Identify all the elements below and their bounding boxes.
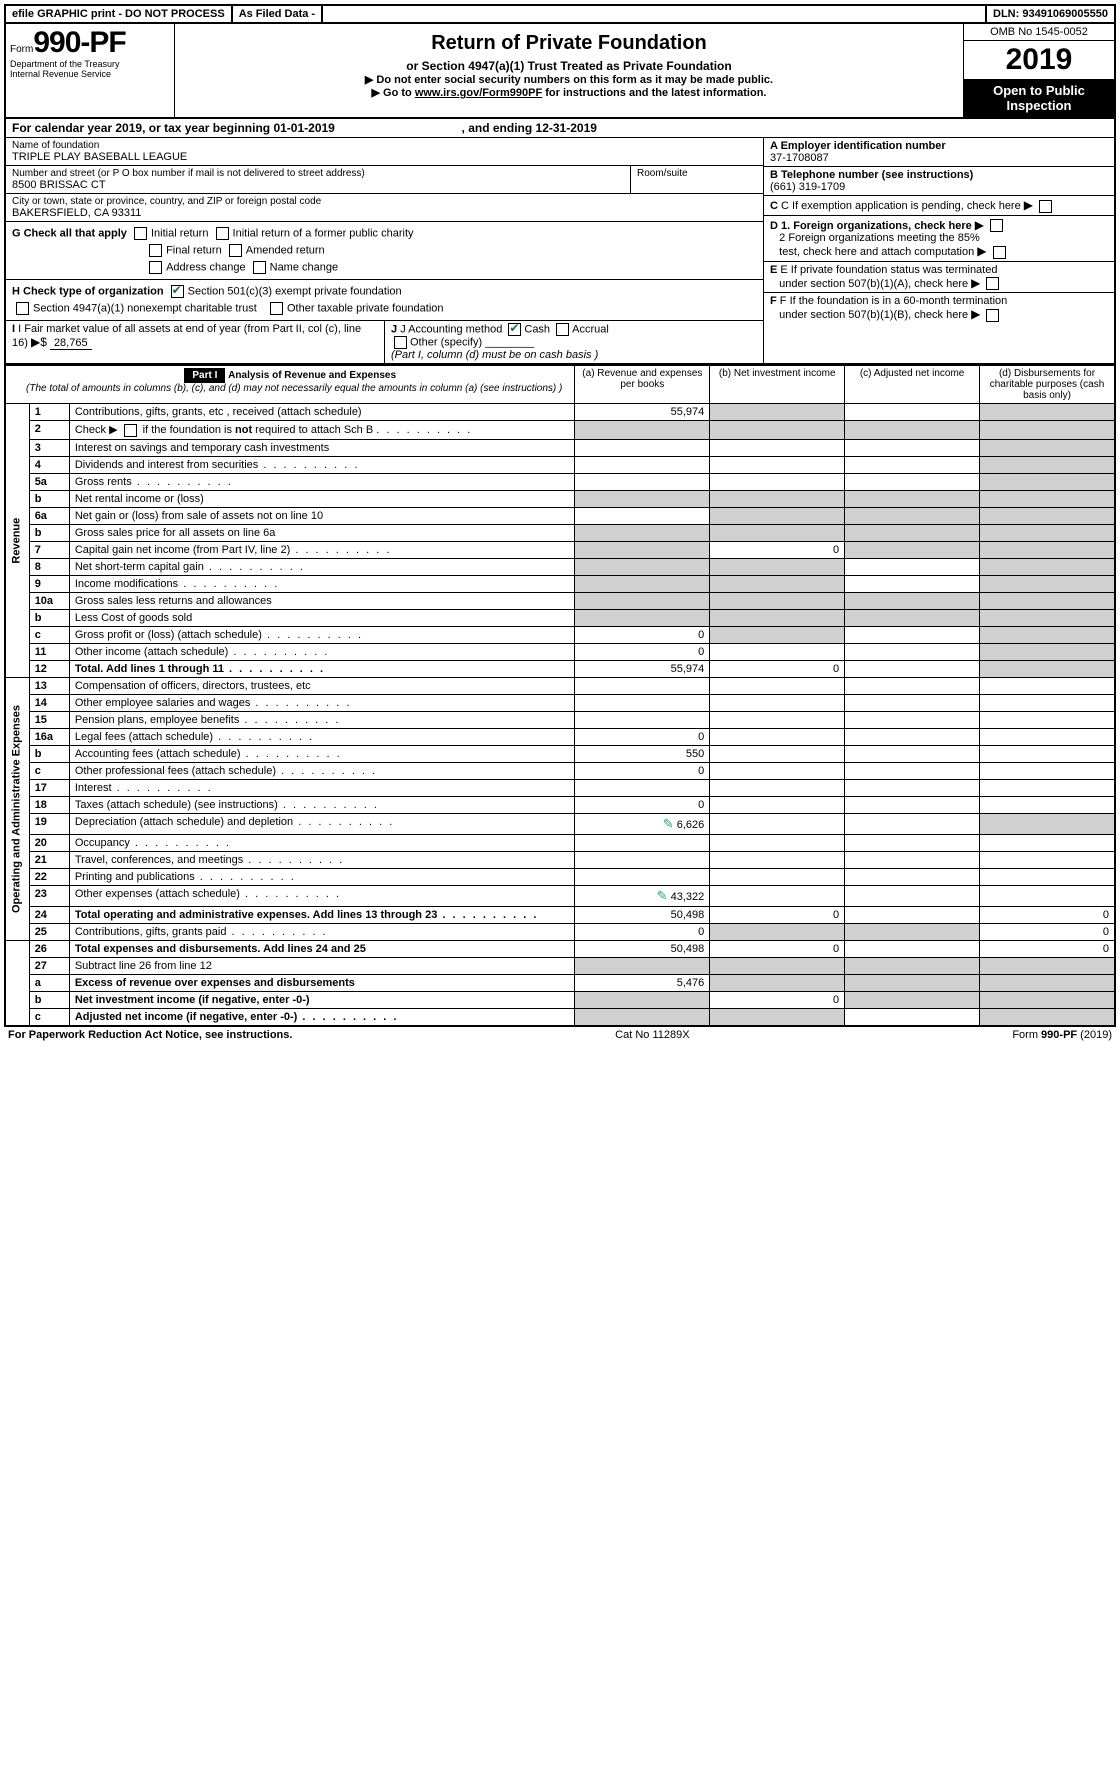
dept-irs: Internal Revenue Service	[10, 70, 170, 80]
name-label: Name of foundation	[12, 140, 757, 151]
info-right-col: A Employer identification number 37-1708…	[763, 138, 1114, 363]
section-i: I I Fair market value of all assets at e…	[6, 321, 385, 363]
initial-former-charity-checkbox[interactable]	[216, 227, 229, 240]
omb-number: OMB No 1545-0052	[964, 24, 1114, 41]
street-address: 8500 BRISSAC CT	[12, 179, 624, 191]
section-h: H Check type of organization Section 501…	[6, 280, 763, 321]
revenue-side-label: Revenue	[5, 404, 29, 678]
part1-title: Analysis of Revenue and Expenses	[228, 370, 396, 381]
dln: DLN: 93491069005550	[985, 6, 1114, 22]
header-right: OMB No 1545-0052 2019 Open to Public Ins…	[963, 24, 1114, 117]
tax-year: 2019	[964, 41, 1114, 79]
sch-b-checkbox[interactable]	[124, 424, 137, 437]
paperwork-notice: For Paperwork Reduction Act Notice, see …	[8, 1029, 292, 1041]
attach-icon[interactable]: ✎	[663, 816, 674, 831]
section-j: J J Accounting method Cash Accrual Other…	[385, 321, 763, 363]
top-bar: efile GRAPHIC print - DO NOT PROCESS As …	[4, 4, 1116, 24]
accrual-checkbox[interactable]	[556, 323, 569, 336]
section-f: F F If the foundation is in a 60-month t…	[764, 293, 1114, 324]
ein-label: A Employer identification number	[770, 140, 946, 152]
part1-header-cell: Part I Analysis of Revenue and Expenses …	[5, 366, 575, 404]
form-title: Return of Private Foundation	[179, 32, 959, 55]
501c3-checkbox[interactable]	[171, 285, 184, 298]
info-left-col: Name of foundation TRIPLE PLAY BASEBALL …	[6, 138, 763, 363]
addr-label: Number and street (or P O box number if …	[12, 168, 624, 179]
name-change-checkbox[interactable]	[253, 261, 266, 274]
room-cell: Room/suite	[630, 166, 763, 194]
exemption-pending-checkbox[interactable]	[1039, 200, 1052, 213]
header-center: Return of Private Foundation or Section …	[175, 24, 963, 117]
city-label: City or town, state or province, country…	[12, 196, 757, 207]
final-return-checkbox[interactable]	[149, 244, 162, 257]
terminated-checkbox[interactable]	[986, 277, 999, 290]
col-b-header: (b) Net investment income	[710, 366, 845, 404]
goto-note: ▶ Go to www.irs.gov/Form990PF for instru…	[179, 86, 959, 99]
calendar-year-row: For calendar year 2019, or tax year begi…	[4, 119, 1116, 138]
form-prefix: Form	[10, 44, 33, 55]
form-subtitle: or Section 4947(a)(1) Trust Treated as P…	[179, 59, 959, 73]
form-number: 990-PF	[33, 26, 125, 59]
topbar-spacer	[323, 6, 985, 22]
attach-icon[interactable]: ✎	[657, 888, 668, 903]
section-ij: I I Fair market value of all assets at e…	[6, 321, 763, 363]
room-label: Room/suite	[637, 168, 757, 179]
initial-return-checkbox[interactable]	[134, 227, 147, 240]
part1-label: Part I	[184, 368, 225, 383]
g-label: G Check all that apply	[12, 227, 127, 239]
phone-label: B Telephone number (see instructions)	[770, 169, 973, 181]
ssn-warning: ▶ Do not enter social security numbers o…	[179, 73, 959, 86]
info-grid: Name of foundation TRIPLE PLAY BASEBALL …	[4, 138, 1116, 365]
address-change-checkbox[interactable]	[149, 261, 162, 274]
col-c-header: (c) Adjusted net income	[845, 366, 980, 404]
page-footer: For Paperwork Reduction Act Notice, see …	[4, 1027, 1116, 1043]
part1-table: Part I Analysis of Revenue and Expenses …	[4, 365, 1116, 1027]
4947a1-checkbox[interactable]	[16, 302, 29, 315]
ein-cell: A Employer identification number 37-1708…	[764, 138, 1114, 167]
city-state-zip: BAKERSFIELD, CA 93311	[12, 207, 757, 219]
section-d: D 1. Foreign organizations, check here ▶…	[764, 216, 1114, 262]
header-left: Form990-PF Department of the Treasury In…	[6, 24, 175, 117]
cash-checkbox[interactable]	[508, 323, 521, 336]
section-c: C C If exemption application is pending,…	[764, 196, 1114, 216]
section-e: E E If private foundation status was ter…	[764, 262, 1114, 294]
irs-link[interactable]: www.irs.gov/Form990PF	[415, 87, 542, 99]
col-a-header: (a) Revenue and expenses per books	[575, 366, 710, 404]
amended-return-checkbox[interactable]	[229, 244, 242, 257]
addr-cell: Number and street (or P O box number if …	[6, 166, 630, 194]
foundation-name: TRIPLE PLAY BASEBALL LEAGUE	[12, 151, 757, 163]
form-ref: Form 990-PF (2019)	[1012, 1029, 1112, 1041]
other-method-checkbox[interactable]	[394, 336, 407, 349]
name-cell: Name of foundation TRIPLE PLAY BASEBALL …	[6, 138, 763, 166]
form-header: Form990-PF Department of the Treasury In…	[4, 24, 1116, 119]
phone-value: (661) 319-1709	[770, 181, 1108, 193]
section-g: G Check all that apply Initial return In…	[6, 222, 763, 280]
as-filed-data: As Filed Data -	[231, 6, 323, 22]
part1-note: (The total of amounts in columns (b), (c…	[11, 383, 569, 394]
h-label: H Check type of organization	[12, 285, 164, 297]
other-taxable-checkbox[interactable]	[270, 302, 283, 315]
addr-row: Number and street (or P O box number if …	[6, 166, 763, 194]
city-cell: City or town, state or province, country…	[6, 194, 763, 222]
efile-notice: efile GRAPHIC print - DO NOT PROCESS	[6, 6, 231, 22]
foreign-85pct-checkbox[interactable]	[993, 246, 1006, 259]
60month-checkbox[interactable]	[986, 309, 999, 322]
foreign-org-checkbox[interactable]	[990, 219, 1003, 232]
fmv-value: 28,765	[50, 337, 92, 350]
expenses-side-label: Operating and Administrative Expenses	[5, 677, 29, 940]
cat-no: Cat No 11289X	[615, 1029, 689, 1041]
col-d-header: (d) Disbursements for charitable purpose…	[980, 366, 1115, 404]
ein-value: 37-1708087	[770, 152, 1108, 164]
open-inspection: Open to Public Inspection	[964, 79, 1114, 117]
phone-cell: B Telephone number (see instructions) (6…	[764, 167, 1114, 196]
